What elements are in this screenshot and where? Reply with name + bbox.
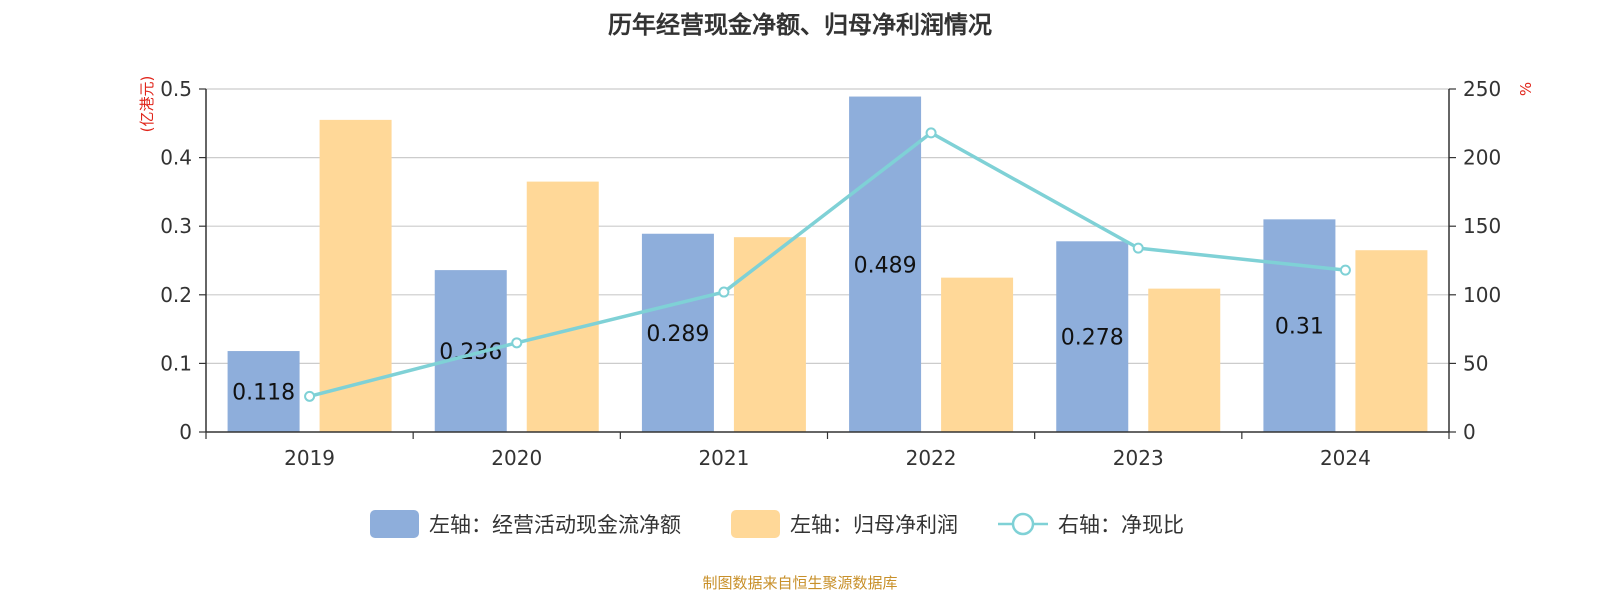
bar-cash-flow-2020 (434, 270, 507, 432)
ratio-line-path (309, 131, 1346, 399)
left-axis-tick-label: 0 (179, 420, 192, 444)
bar-net-profit-2023 (1148, 288, 1221, 432)
bar-net-profit-2024 (1355, 250, 1428, 432)
right-axis-tick-label: 100 (1463, 283, 1501, 307)
left-axis-unit: (亿港元) (138, 76, 156, 133)
x-axis-tick-label: 2021 (698, 446, 749, 470)
ratio-point-2024 (1339, 264, 1351, 276)
ratio-point-2020 (511, 337, 523, 349)
left-axis-tick-label: 0.4 (160, 146, 192, 170)
left-axis-tick-label: 0.3 (160, 214, 192, 238)
x-axis-tick-label: 2024 (1320, 446, 1371, 470)
ratio-point-2021 (718, 286, 730, 298)
x-axis-tick-label: 2022 (906, 446, 957, 470)
right-axis-tick-label: 0 (1463, 420, 1476, 444)
left-axis-tick-label: 0.1 (160, 351, 192, 375)
data-label-cash-flow: 0.31 (1275, 315, 1324, 340)
data-label-cash-flow: 0.489 (854, 253, 917, 278)
right-axis-tick-label: 150 (1463, 214, 1501, 238)
x-axis-tick-label: 2023 (1113, 446, 1164, 470)
legend-swatch-net-profit (731, 510, 780, 538)
axes: 0 0 0.1 50 0.2 100 0.3 150 0.4 200 0.5 250 (亿港元) % 201… (138, 76, 1535, 470)
bar-cash-flow-2019 (227, 351, 300, 432)
bar-cash-flow-2022 (849, 96, 922, 433)
bar-cash-flow-2021 (641, 233, 714, 432)
ratio-point-2023 (1132, 242, 1144, 254)
bar-cash-flow-2024 (1263, 219, 1336, 432)
data-label-cash-flow: 0.278 (1061, 326, 1124, 351)
right-axis-tick-label: 250 (1463, 77, 1501, 101)
ratio-point-2019 (304, 390, 316, 402)
x-axis-tick-label: 2019 (284, 446, 335, 470)
data-label-cash-flow: 0.118 (232, 381, 295, 406)
legend-swatch-cash-flow (370, 510, 419, 538)
left-axis-tick-label: 0.2 (160, 283, 192, 307)
data-label-cash-flow: 0.289 (646, 322, 709, 347)
source-note: 制图数据来自恒生聚源数据库 (702, 574, 897, 592)
legend-label-net-profit: 左轴：归母净利润 (790, 513, 958, 537)
grid-lines (206, 88, 1449, 364)
left-axis-tick-label: 0.5 (160, 77, 192, 101)
x-axis-tick-label: 2020 (491, 446, 542, 470)
bar-net-profit-2020 (526, 181, 599, 432)
chart-title: 历年经营现金净额、归母净利润情况 (608, 11, 992, 39)
legend-label-ratio: 右轴：净现比 (1058, 513, 1184, 537)
legend: 左轴：经营活动现金流净额 左轴：归母净利润 右轴：净现比 (370, 510, 1184, 538)
ratio-line (304, 127, 1351, 402)
right-axis-tick-label: 200 (1463, 146, 1501, 170)
bars (227, 96, 1428, 433)
bar-net-profit-2022 (941, 277, 1014, 432)
right-axis-unit: % (1517, 82, 1535, 96)
legend-swatch-ratio-marker (1011, 512, 1035, 536)
ratio-point-2022 (925, 127, 937, 139)
legend-label-cash-flow: 左轴：经营活动现金流净额 (429, 513, 681, 537)
bar-net-profit-2021 (733, 237, 806, 432)
bar-cash-flow-2023 (1056, 241, 1129, 432)
right-axis-tick-label: 50 (1463, 351, 1488, 375)
